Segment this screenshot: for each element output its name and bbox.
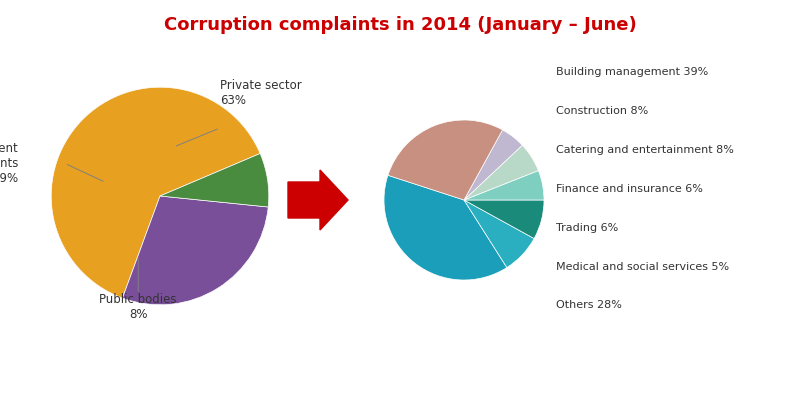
Text: Medical and social services 5%: Medical and social services 5% bbox=[556, 262, 729, 272]
Wedge shape bbox=[384, 175, 507, 280]
Wedge shape bbox=[464, 145, 538, 200]
Text: Catering and entertainment 8%: Catering and entertainment 8% bbox=[556, 145, 734, 155]
Wedge shape bbox=[464, 130, 522, 200]
Wedge shape bbox=[464, 170, 544, 200]
Text: Others 28%: Others 28% bbox=[556, 300, 622, 310]
Text: Total private sector complaints: 733: Total private sector complaints: 733 bbox=[425, 362, 735, 378]
Wedge shape bbox=[122, 196, 268, 305]
Text: Public bodies
8%: Public bodies 8% bbox=[99, 293, 177, 321]
Wedge shape bbox=[464, 200, 534, 268]
Text: Government
departments
29%: Government departments 29% bbox=[0, 142, 18, 185]
Wedge shape bbox=[388, 120, 502, 200]
Text: Finance and insurance 6%: Finance and insurance 6% bbox=[556, 184, 703, 194]
Text: Total corruption complaints: 1,166: Total corruption complaints: 1,166 bbox=[36, 362, 332, 378]
Text: Private sector
63%: Private sector 63% bbox=[220, 79, 302, 107]
Text: Trading 6%: Trading 6% bbox=[556, 223, 618, 233]
Wedge shape bbox=[51, 87, 260, 298]
Wedge shape bbox=[464, 200, 544, 238]
Text: Building management 39%: Building management 39% bbox=[556, 67, 708, 77]
FancyArrow shape bbox=[288, 170, 348, 230]
Wedge shape bbox=[160, 154, 269, 207]
Text: Corruption complaints in 2014 (January – June): Corruption complaints in 2014 (January –… bbox=[164, 16, 636, 34]
Text: Construction 8%: Construction 8% bbox=[556, 106, 648, 116]
